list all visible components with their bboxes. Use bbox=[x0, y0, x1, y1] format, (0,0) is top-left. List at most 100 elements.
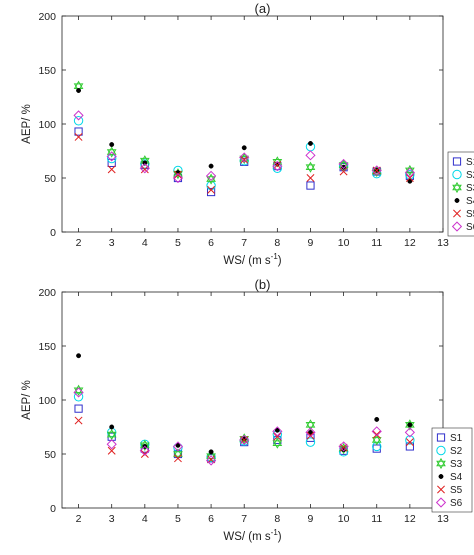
y-axis-label: AEP/ % bbox=[21, 380, 33, 420]
data-point bbox=[306, 181, 315, 190]
y-tick-label: 0 bbox=[50, 227, 56, 239]
data-point bbox=[107, 446, 116, 455]
y-tick-label: 200 bbox=[38, 287, 56, 299]
series-s6 bbox=[73, 110, 415, 184]
data-point bbox=[305, 419, 316, 431]
legend-label: S1 bbox=[450, 433, 463, 444]
panel-a: (a) 2 3 4 5 6 7 8 9 10 11 12 13 0 50 100 150 200 WS/ (m s-… bbox=[21, 1, 474, 267]
data-point bbox=[272, 161, 283, 172]
y-tick-label: 100 bbox=[38, 119, 56, 131]
legend-label: S5 bbox=[450, 485, 463, 496]
data-point bbox=[305, 427, 316, 438]
legend-marker bbox=[436, 433, 446, 442]
data-point bbox=[74, 127, 83, 136]
x-tick-label: 12 bbox=[404, 513, 416, 525]
data-point bbox=[274, 427, 280, 433]
data-point bbox=[106, 146, 117, 158]
data-point bbox=[139, 445, 150, 456]
legend-label: S4 bbox=[450, 472, 463, 483]
data-point bbox=[205, 170, 217, 181]
data-point bbox=[308, 429, 313, 435]
chart-title: (b) bbox=[255, 277, 271, 292]
legend-label: S2 bbox=[466, 170, 474, 181]
series-s6 bbox=[73, 387, 415, 466]
data-point bbox=[76, 88, 82, 93]
data-point bbox=[305, 437, 316, 447]
data-point bbox=[371, 434, 382, 446]
data-point bbox=[76, 353, 82, 359]
data-point bbox=[74, 133, 83, 141]
legend-label: S3 bbox=[466, 183, 474, 194]
data-point bbox=[405, 174, 414, 182]
x-tick-label: 4 bbox=[142, 237, 148, 249]
y-tick-label: 0 bbox=[50, 503, 56, 515]
data-point bbox=[374, 416, 380, 422]
x-tick-label: 13 bbox=[437, 513, 449, 525]
data-point bbox=[109, 142, 115, 147]
data-point bbox=[109, 424, 115, 430]
y-tick-label: 150 bbox=[38, 341, 56, 353]
x-tick-label: 13 bbox=[437, 237, 449, 249]
data-point bbox=[175, 442, 181, 448]
data-point bbox=[306, 431, 315, 440]
legend-label: S4 bbox=[466, 196, 474, 207]
data-point bbox=[173, 448, 183, 460]
legend-marker bbox=[452, 181, 462, 194]
data-point bbox=[239, 434, 250, 446]
data-point bbox=[405, 435, 415, 445]
y-tick-label: 50 bbox=[44, 173, 56, 185]
x-tick-label: 2 bbox=[76, 237, 82, 249]
legend-label: S5 bbox=[466, 209, 474, 220]
legend-marker bbox=[436, 457, 446, 470]
data-point bbox=[73, 110, 84, 121]
data-point bbox=[208, 163, 214, 169]
data-point bbox=[140, 159, 150, 169]
legend-label: S2 bbox=[450, 446, 463, 457]
series-s4 bbox=[76, 88, 413, 184]
data-point bbox=[404, 167, 415, 178]
plot-area bbox=[61, 291, 444, 509]
data-point bbox=[174, 454, 182, 463]
data-point bbox=[142, 160, 148, 166]
data-point bbox=[207, 185, 216, 194]
x-axis-label: WS/ (m s-1) bbox=[223, 528, 281, 543]
x-tick-label: 5 bbox=[175, 513, 181, 525]
data-point bbox=[338, 158, 349, 170]
y-axis-label: AEP/ % bbox=[21, 104, 33, 144]
legend: S1 S2 S3 S4 S5 S6 bbox=[431, 427, 473, 513]
x-tick-label: 8 bbox=[274, 237, 280, 249]
data-point bbox=[339, 167, 348, 176]
data-point bbox=[371, 426, 382, 437]
data-point bbox=[405, 442, 414, 451]
x-tick-label: 3 bbox=[109, 513, 115, 525]
data-point bbox=[106, 439, 117, 450]
x-tick-label: 9 bbox=[308, 513, 314, 525]
data-point bbox=[404, 427, 415, 438]
data-point bbox=[372, 430, 381, 439]
x-tick-label: 6 bbox=[208, 513, 214, 525]
data-point bbox=[407, 178, 413, 184]
x-tick-label: 12 bbox=[404, 237, 416, 249]
data-point bbox=[107, 158, 116, 167]
y-tick-label: 150 bbox=[38, 65, 56, 77]
plot-area bbox=[61, 15, 444, 233]
data-point bbox=[305, 150, 316, 161]
x-tick-label: 7 bbox=[241, 513, 247, 525]
x-tick-label: 11 bbox=[371, 513, 382, 525]
y-tick-label: 200 bbox=[38, 11, 56, 23]
legend-label: S3 bbox=[450, 459, 463, 470]
data-point bbox=[106, 428, 117, 441]
data-point bbox=[172, 441, 184, 452]
y-tick-label: 100 bbox=[38, 395, 56, 407]
data-point bbox=[240, 155, 249, 164]
data-point bbox=[139, 163, 150, 174]
legend-marker bbox=[453, 209, 461, 218]
data-point bbox=[306, 174, 315, 182]
data-point bbox=[241, 145, 247, 151]
legend-label: S1 bbox=[466, 157, 474, 168]
legend-marker bbox=[454, 198, 460, 203]
legend-label: S6 bbox=[450, 498, 463, 509]
chart-title: (a) bbox=[255, 1, 271, 16]
x-tick-label: 9 bbox=[308, 237, 314, 249]
legend-box bbox=[447, 151, 474, 237]
